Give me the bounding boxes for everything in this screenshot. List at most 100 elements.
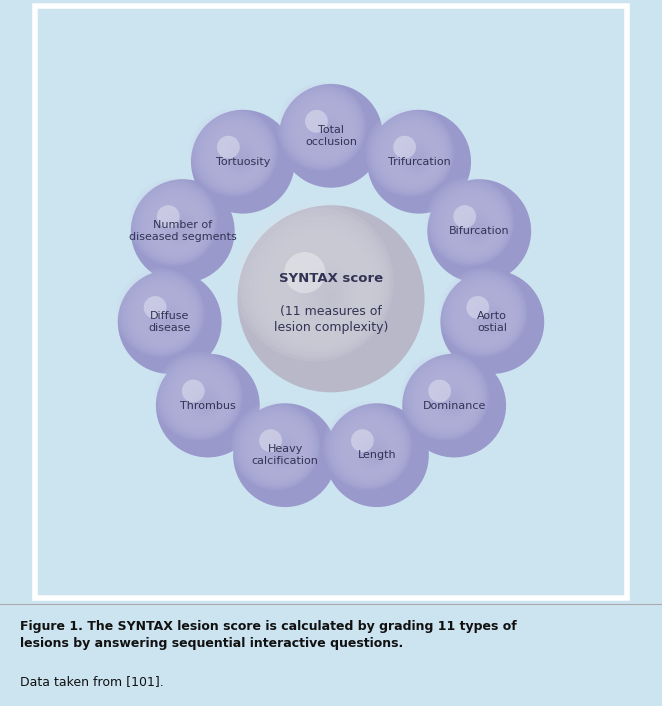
Circle shape [197, 116, 273, 191]
Circle shape [398, 140, 433, 176]
Circle shape [287, 256, 359, 327]
Circle shape [216, 135, 260, 179]
Circle shape [325, 403, 429, 507]
Circle shape [130, 282, 196, 348]
Circle shape [238, 205, 424, 393]
Circle shape [253, 423, 306, 476]
Text: Total
occlusion: Total occlusion [305, 125, 357, 147]
Circle shape [175, 373, 228, 426]
Circle shape [191, 109, 295, 214]
Circle shape [414, 366, 480, 431]
Circle shape [254, 222, 381, 349]
Circle shape [444, 196, 502, 253]
Circle shape [434, 186, 509, 261]
Circle shape [340, 418, 401, 479]
Circle shape [140, 292, 189, 341]
Circle shape [119, 271, 203, 355]
Circle shape [263, 232, 375, 342]
Circle shape [305, 110, 373, 177]
Circle shape [273, 241, 369, 337]
Circle shape [457, 287, 515, 345]
Circle shape [283, 251, 362, 330]
Circle shape [208, 127, 265, 184]
Circle shape [373, 116, 449, 191]
Circle shape [244, 212, 387, 355]
Circle shape [233, 403, 337, 507]
Circle shape [324, 402, 412, 490]
Circle shape [296, 101, 354, 158]
Circle shape [187, 384, 222, 419]
Circle shape [406, 357, 485, 437]
Circle shape [348, 426, 396, 474]
Text: Trifurcation: Trifurcation [388, 157, 450, 167]
Circle shape [293, 261, 356, 324]
Circle shape [157, 205, 224, 273]
Circle shape [395, 138, 435, 177]
Circle shape [248, 418, 309, 479]
Circle shape [371, 114, 450, 193]
Circle shape [217, 136, 240, 159]
Circle shape [118, 270, 222, 374]
Circle shape [129, 178, 218, 266]
Circle shape [154, 352, 242, 441]
Circle shape [124, 277, 199, 352]
Circle shape [351, 429, 418, 497]
Circle shape [154, 202, 202, 250]
Circle shape [393, 136, 416, 159]
Circle shape [182, 380, 250, 447]
Circle shape [291, 96, 357, 162]
Circle shape [217, 136, 285, 203]
Circle shape [453, 205, 476, 228]
Text: Data taken from [101].: Data taken from [101]. [20, 675, 164, 688]
Circle shape [379, 121, 446, 188]
Circle shape [408, 360, 484, 435]
Text: SYNTAX score: SYNTAX score [279, 272, 383, 285]
Circle shape [157, 205, 179, 228]
Circle shape [205, 124, 267, 186]
Circle shape [277, 83, 366, 171]
Circle shape [326, 405, 410, 489]
Circle shape [337, 415, 403, 481]
Circle shape [428, 179, 531, 283]
Circle shape [342, 420, 400, 478]
Circle shape [170, 368, 232, 430]
Circle shape [385, 127, 442, 184]
Circle shape [453, 204, 496, 249]
Text: Dominance: Dominance [422, 400, 486, 410]
Circle shape [302, 107, 350, 155]
Circle shape [213, 132, 262, 181]
Circle shape [332, 409, 406, 485]
Circle shape [284, 252, 326, 293]
Circle shape [444, 274, 524, 353]
Circle shape [242, 412, 313, 483]
Circle shape [365, 108, 454, 196]
Circle shape [127, 279, 197, 349]
Circle shape [138, 290, 191, 343]
Text: (11 measures of
lesion complexity): (11 measures of lesion complexity) [274, 304, 388, 334]
Circle shape [142, 191, 209, 257]
Text: Length: Length [357, 450, 397, 460]
Circle shape [144, 296, 167, 319]
Circle shape [256, 426, 305, 474]
Circle shape [402, 354, 506, 457]
Circle shape [428, 380, 496, 447]
Circle shape [219, 138, 259, 177]
Circle shape [192, 111, 276, 195]
Circle shape [148, 196, 205, 253]
Circle shape [160, 357, 239, 437]
Circle shape [259, 429, 282, 452]
Circle shape [403, 354, 487, 438]
Circle shape [334, 412, 404, 483]
Circle shape [195, 114, 274, 193]
Circle shape [184, 381, 224, 421]
Circle shape [140, 189, 211, 259]
Circle shape [417, 368, 479, 430]
Circle shape [179, 376, 227, 424]
Circle shape [425, 376, 473, 424]
Text: Bifurcation: Bifurcation [449, 226, 510, 236]
Circle shape [447, 199, 500, 252]
Circle shape [345, 423, 398, 476]
Circle shape [465, 295, 510, 340]
Circle shape [146, 193, 207, 256]
Circle shape [258, 429, 303, 472]
